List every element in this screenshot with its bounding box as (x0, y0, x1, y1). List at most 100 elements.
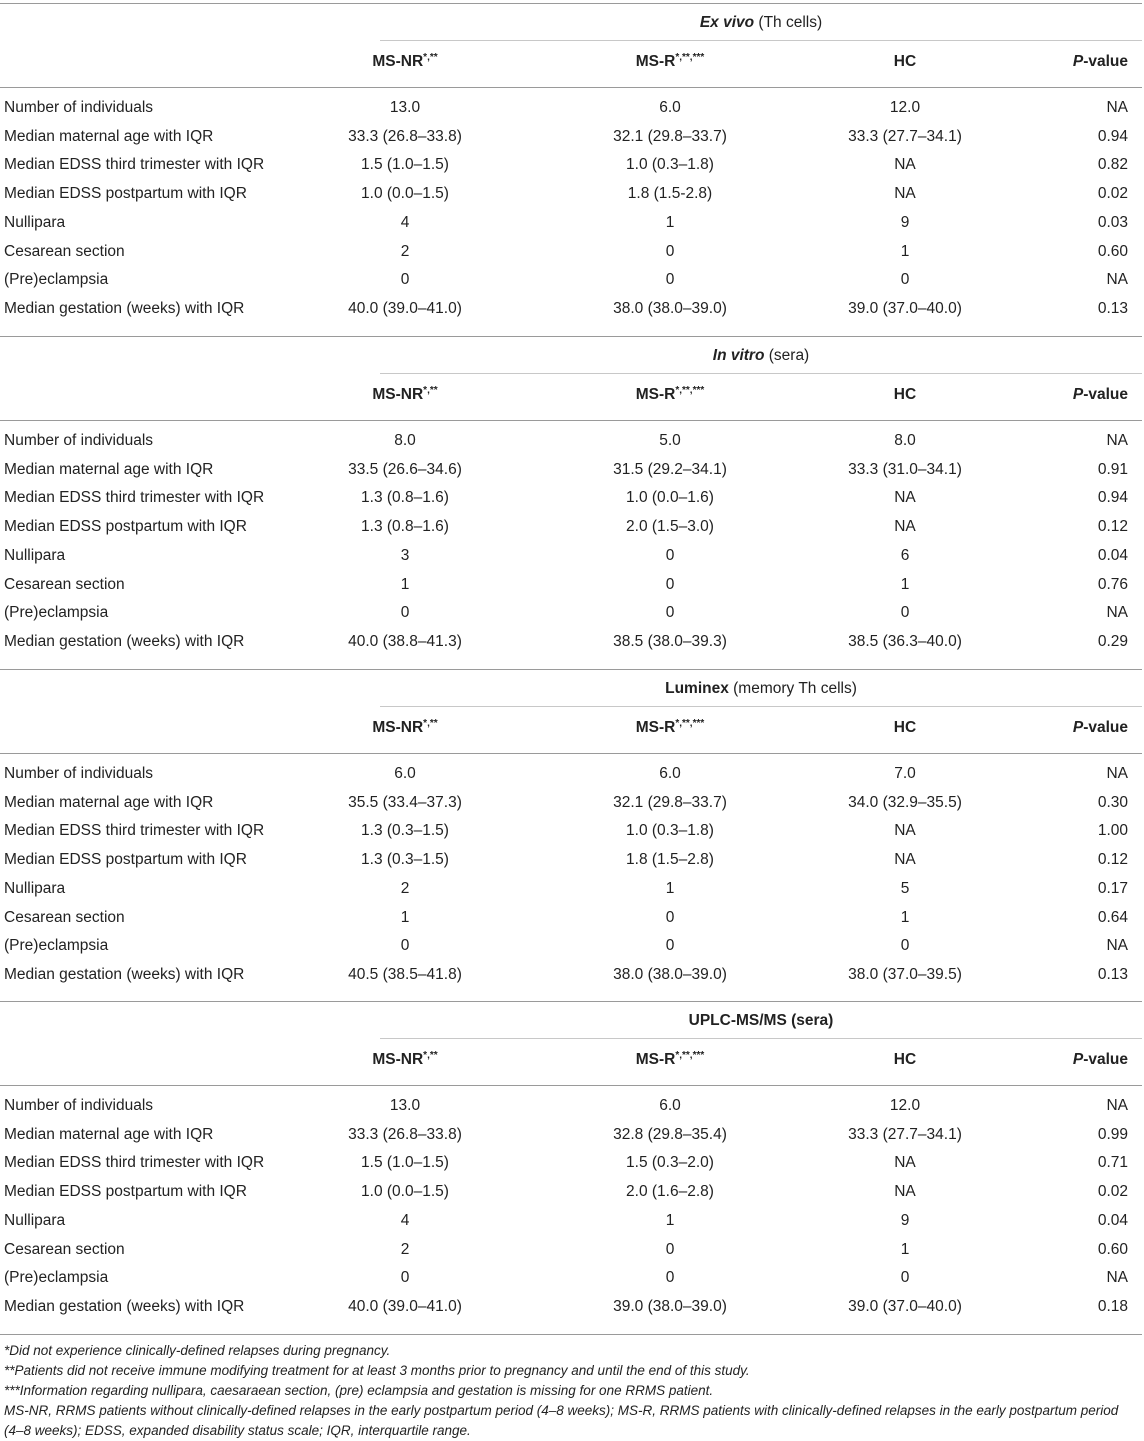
cell-hc: 0 (900, 604, 910, 622)
column-header-hc: HC (893, 386, 917, 403)
column-header-ms-r-label: MS-R (635, 386, 676, 403)
column-header-p-rest: -value (1083, 386, 1128, 403)
footnote: ***Information regarding nullipara, caes… (4, 1383, 714, 1398)
row-label: Median EDSS third trimester with IQR (4, 1154, 265, 1172)
cell-hc: 34.0 (32.9–35.5) (848, 793, 962, 811)
cell-ms-nr: 33.3 (26.8–33.8) (348, 127, 462, 145)
cell-ms-r: 0 (665, 271, 675, 289)
cell-p-value: 0.29 (1097, 632, 1128, 650)
cell-ms-nr: 1 (400, 908, 410, 926)
cell-hc: 9 (900, 213, 910, 231)
cell-ms-nr: 4 (400, 213, 410, 231)
row-label: Median maternal age with IQR (4, 127, 214, 145)
row-label: Nullipara (4, 213, 66, 231)
header-bottom-rule (0, 420, 1142, 421)
cell-ms-r: 2.0 (1.5–3.0) (626, 518, 714, 536)
cell-ms-nr: 13.0 (389, 99, 421, 116)
footnote: *Did not experience clinically-defined r… (4, 1343, 391, 1358)
cell-hc: 0 (900, 1269, 910, 1287)
cell-ms-nr: 4 (400, 1211, 410, 1229)
cell-hc: 7.0 (894, 765, 916, 782)
column-header-ms-nr-sup: *,** (423, 1049, 438, 1061)
cell-ms-nr: 1.0 (0.0–1.5) (361, 1183, 449, 1201)
cell-p-value: NA (1106, 1269, 1128, 1287)
cell-ms-r: 38.0 (38.0–39.0) (613, 299, 727, 317)
cell-ms-r: 38.0 (38.0–39.0) (613, 965, 727, 983)
section-title-rule (380, 706, 1142, 707)
cell-ms-r: 0 (665, 575, 675, 593)
cell-ms-nr: 3 (400, 546, 410, 564)
cell-p-value: NA (1106, 1097, 1128, 1114)
header-bottom-rule (0, 1085, 1142, 1086)
column-header-p-rest: -value (1083, 719, 1128, 736)
column-header-ms-r-label: MS-R (635, 719, 676, 736)
row-label: Number of individuals (4, 765, 154, 782)
row-label: (Pre)eclampsia (4, 271, 109, 289)
cell-p-value: 0.02 (1097, 1183, 1128, 1201)
section-title-rest: (memory Th cells) (728, 680, 857, 697)
cell-ms-nr: 35.5 (33.4–37.3) (348, 793, 462, 811)
row-label: Number of individuals (4, 432, 154, 449)
cell-p-value: 0.64 (1097, 908, 1128, 926)
column-header-ms-nr: MS-NR*,** (330, 718, 480, 737)
cell-hc: 38.0 (37.0–39.5) (848, 965, 962, 983)
column-header-ms-r-sup: *,**,*** (675, 51, 705, 63)
column-header-p-value: P-value (1073, 386, 1128, 404)
cell-p-value: 0.17 (1097, 879, 1128, 897)
cell-hc: NA (894, 1183, 916, 1201)
cell-p-value: 0.02 (1097, 185, 1128, 203)
column-header-ms-r: MS-R*,**,*** (595, 384, 745, 404)
column-header-p-italic: P (1072, 1051, 1084, 1068)
cell-ms-r: 1 (665, 213, 675, 231)
cell-p-value: NA (1106, 765, 1128, 782)
cell-hc: NA (894, 518, 916, 536)
row-label: Median EDSS postpartum with IQR (4, 1183, 247, 1201)
table-bottom-rule (0, 1334, 1142, 1335)
cell-ms-nr: 1.0 (0.0–1.5) (361, 185, 449, 203)
cell-ms-nr: 1.5 (1.0–1.5) (361, 1154, 449, 1172)
cell-ms-nr: 40.0 (39.0–41.0) (348, 1297, 462, 1315)
section-title: Ex vivo (Th cells) (380, 14, 1142, 32)
cell-p-value: 0.30 (1097, 793, 1128, 811)
cell-ms-nr: 40.0 (38.8–41.3) (348, 632, 462, 650)
section-title: In vitro (sera) (380, 347, 1142, 365)
column-header-ms-r: MS-R*,**,*** (595, 1050, 745, 1069)
cell-hc: NA (894, 822, 916, 840)
cell-hc: NA (894, 156, 916, 174)
column-header-ms-r-sup: *,**,*** (675, 384, 705, 396)
section-title-rest: (Th cells) (754, 14, 823, 31)
cell-ms-r: 1.0 (0.0–1.6) (626, 489, 714, 507)
row-label: Cesarean section (4, 575, 125, 593)
cell-ms-nr: 33.5 (26.6–34.6) (348, 460, 462, 478)
row-label: Nullipara (4, 1211, 66, 1229)
cell-hc: 1 (900, 1240, 910, 1258)
cell-ms-r: 2.0 (1.6–2.8) (626, 1183, 714, 1201)
cell-p-value: 0.82 (1097, 156, 1128, 174)
cell-p-value: 0.91 (1097, 460, 1128, 478)
cell-ms-nr: 1.5 (1.0–1.5) (361, 156, 449, 174)
cell-p-value: 0.18 (1097, 1297, 1128, 1315)
cell-ms-r: 1.0 (0.3–1.8) (626, 156, 714, 174)
cell-hc: 1 (900, 575, 910, 593)
cell-ms-r: 0 (665, 1240, 675, 1258)
footnote: MS-NR, RRMS patients without clinically-… (4, 1403, 1119, 1438)
cell-ms-r: 38.5 (38.0–39.3) (613, 632, 727, 650)
row-label: Median EDSS third trimester with IQR (4, 822, 265, 840)
row-label: Cesarean section (4, 242, 125, 260)
cell-p-value: NA (1106, 604, 1128, 622)
cell-ms-nr: 2 (400, 242, 410, 260)
cell-p-value: 0.99 (1097, 1125, 1128, 1143)
cell-ms-r: 0 (665, 242, 675, 260)
cell-ms-r: 0 (665, 1269, 675, 1287)
row-label: Median EDSS postpartum with IQR (4, 185, 247, 203)
column-header-ms-r-label: MS-R (635, 53, 676, 70)
column-header-ms-nr: MS-NR*,** (330, 384, 480, 404)
section-title-rule (380, 373, 1142, 374)
row-label: Nullipara (4, 879, 66, 897)
cell-ms-r: 32.1 (29.8–33.7) (613, 127, 727, 145)
cell-ms-nr: 6.0 (394, 765, 416, 782)
cell-hc: 12.0 (889, 1097, 921, 1114)
section-title-rule (380, 1038, 1142, 1039)
column-header-ms-nr-sup: *,** (423, 384, 438, 396)
cell-p-value: NA (1106, 271, 1128, 289)
